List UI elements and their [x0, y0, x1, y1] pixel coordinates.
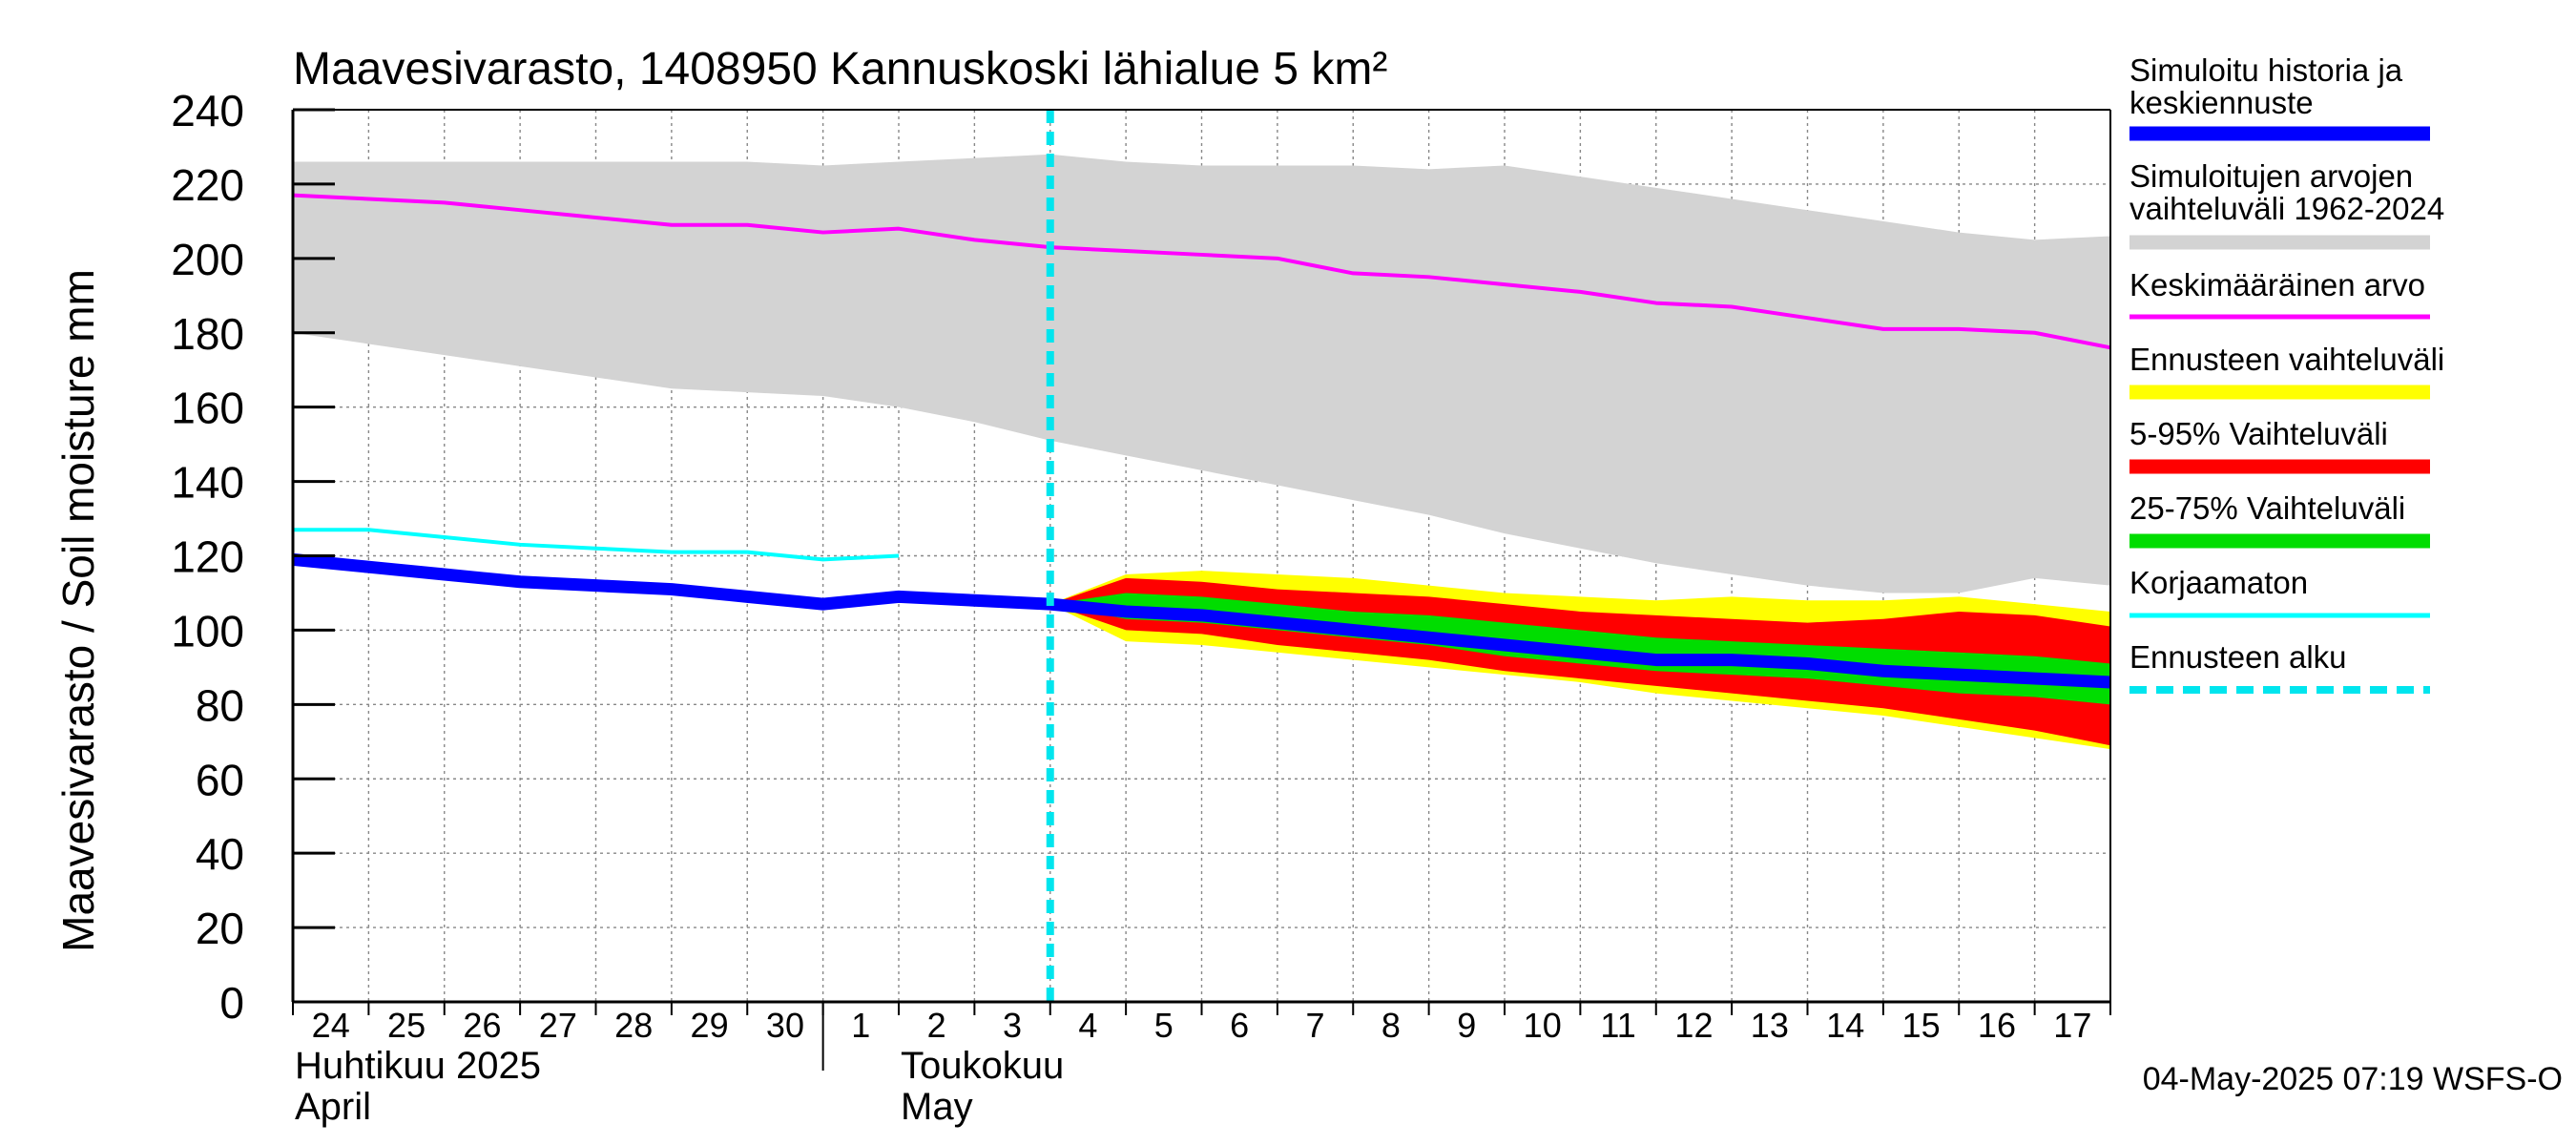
x-tick-label: 13 [1751, 1006, 1789, 1045]
month-label-fi: Huhtikuu 2025 [295, 1045, 541, 1087]
legend-swatch-simuloitujen-arvojen-vaihteluv-li-1962-2024 [2129, 235, 2430, 250]
y-tick-label: 200 [171, 235, 244, 284]
y-tick-label: 220 [171, 160, 244, 210]
x-tick-label: 12 [1674, 1006, 1713, 1045]
legend-label: Keskimääräinen arvo [2129, 267, 2425, 302]
y-tick-label: 80 [196, 680, 244, 730]
y-tick-label: 160 [171, 384, 244, 433]
legend-label: keskiennuste [2129, 85, 2314, 120]
month-label-fi: Toukokuu [901, 1045, 1064, 1087]
x-tick-label: 14 [1826, 1006, 1864, 1045]
x-tick-label: 30 [766, 1006, 804, 1045]
legend-swatch-simuloitu-historia-ja-keskiennuste [2129, 126, 2430, 141]
x-tick-label: 8 [1381, 1006, 1401, 1045]
y-tick-label: 0 [219, 978, 244, 1028]
legend-label: Korjaamaton [2129, 565, 2308, 600]
series-lines [292, 110, 2111, 1002]
x-tick-label: 15 [1902, 1006, 1941, 1045]
x-tick-label: 17 [2053, 1006, 2091, 1045]
y-tick-labels: 0 20 40 60 80 100 120 140 160 180 200 220 240 [171, 86, 335, 1028]
chart-title: Maavesivarasto, 1408950 Kannuskoski lähi… [293, 44, 1387, 94]
range-bands [293, 154, 2110, 750]
y-tick-label: 140 [171, 458, 244, 508]
month-label-en: May [901, 1086, 973, 1128]
x-tick-label: 7 [1306, 1006, 1325, 1045]
legend-label: Ennusteen alku [2129, 639, 2347, 675]
y-axis-label: Maavesivarasto / Soil moisture mm [53, 269, 103, 952]
legend-label: 5-95% Vaihteluväli [2129, 416, 2388, 451]
band-simuloitujen-arvojen-vaihteluv-li-1962-2024 [293, 154, 2110, 593]
y-tick-label: 120 [171, 532, 244, 582]
y-tick-label: 100 [171, 606, 244, 656]
x-tick-label: 10 [1524, 1006, 1562, 1045]
footer-timestamp: 04-May-2025 07:19 WSFS-O [2143, 1061, 2563, 1097]
x-tick-label: 11 [1600, 1006, 1635, 1045]
x-tick-label: 3 [1003, 1006, 1022, 1045]
legend-swatch-korjaamaton [2129, 613, 2430, 618]
x-tick-label: 29 [691, 1006, 729, 1045]
legend-label: 25-75% Vaihteluväli [2129, 490, 2405, 526]
x-tick-label: 5 [1154, 1006, 1174, 1045]
y-tick-label: 180 [171, 309, 244, 359]
x-tick-label: 24 [312, 1006, 350, 1045]
x-tick-labels: 24 25 26 27 28 29 30 1 2 3 4 5 6 7 8 9 10 11 12 13 14 15 16 17 [292, 1002, 2111, 1071]
legend-swatch-keskim-r-inen-arvo [2129, 314, 2430, 320]
line-keskim-r-inen-arvo [292, 193, 2111, 350]
y-tick-label: 20 [196, 904, 244, 953]
x-tick-label: 4 [1078, 1006, 1097, 1045]
line-simuloitu-historia-ja-keskiennuste [292, 552, 2111, 689]
x-tick-label: 16 [1978, 1006, 2016, 1045]
legend-swatch-ennusteen-vaihteluv-li [2129, 385, 2430, 400]
x-tick-label: 26 [463, 1006, 501, 1045]
legend-swatch-25-75-vaihteluv-li [2129, 533, 2430, 549]
legend-label: Simuloitujen arvojen [2129, 158, 2413, 194]
x-tick-label: 27 [539, 1006, 577, 1045]
x-tick-label: 6 [1230, 1006, 1249, 1045]
legend-swatch-5-95-vaihteluv-li [2129, 459, 2430, 474]
legend-label: vaihteluväli 1962-2024 [2129, 191, 2444, 226]
month-label-en: April [295, 1086, 371, 1128]
x-tick-label: 28 [614, 1006, 653, 1045]
y-tick-label: 60 [196, 755, 244, 804]
legend-label: Ennusteen vaihteluväli [2129, 342, 2444, 377]
x-tick-label: 25 [387, 1006, 426, 1045]
x-tick-label: 2 [927, 1006, 946, 1045]
x-tick-label: 1 [851, 1006, 870, 1045]
y-tick-label: 240 [171, 86, 244, 135]
y-tick-label: 40 [196, 829, 244, 879]
x-tick-label: 9 [1457, 1006, 1476, 1045]
line-korjaamaton [293, 528, 900, 562]
legend-label: Simuloitu historia ja [2129, 52, 2403, 88]
